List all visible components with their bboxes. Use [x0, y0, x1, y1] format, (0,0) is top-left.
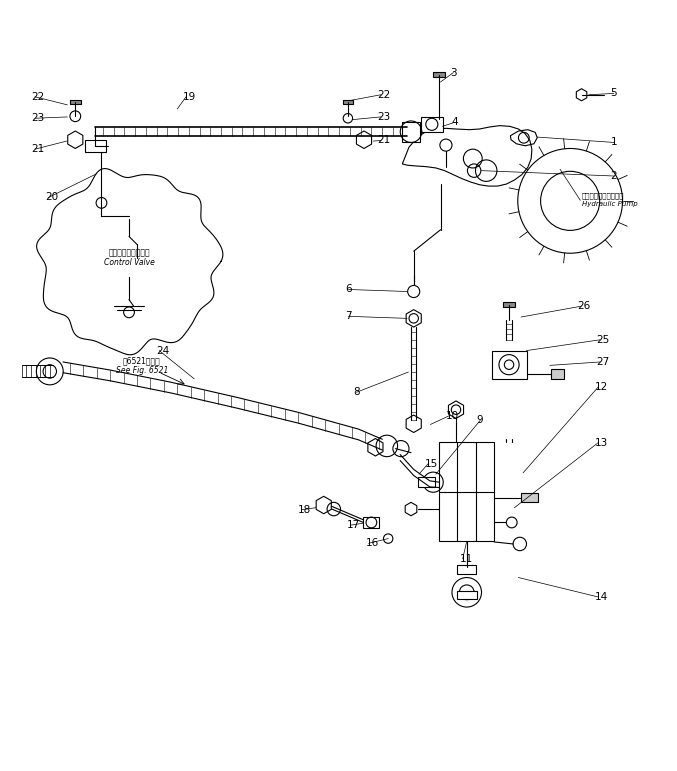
Text: 22: 22	[32, 92, 45, 102]
Text: 22: 22	[378, 89, 391, 99]
Text: 24: 24	[156, 345, 169, 355]
Text: 26: 26	[577, 301, 591, 311]
Text: 23: 23	[32, 113, 45, 123]
Bar	[433, 72, 445, 76]
Bar	[421, 117, 443, 132]
Text: 19: 19	[183, 92, 196, 102]
Text: コントロールバルブ: コントロールバルブ	[108, 249, 150, 258]
Text: 10: 10	[446, 411, 459, 421]
Bar	[458, 565, 476, 574]
Text: Hydraulic Pump: Hydraulic Pump	[582, 201, 637, 207]
Text: 7: 7	[345, 311, 352, 322]
Text: See Fig. 6521: See Fig. 6521	[116, 365, 168, 375]
Text: 5: 5	[611, 89, 617, 99]
Text: 6: 6	[345, 284, 352, 295]
Text: 第6521図参照: 第6521図参照	[123, 356, 160, 365]
Bar	[521, 493, 538, 502]
Bar	[401, 123, 420, 143]
Bar	[70, 100, 81, 104]
Bar	[550, 369, 564, 379]
Text: 20: 20	[45, 193, 58, 203]
Bar	[457, 591, 477, 599]
Text: ハイドロリックポンプ: ハイドロリックポンプ	[582, 193, 624, 200]
Text: 23: 23	[378, 112, 391, 122]
Text: 17: 17	[347, 520, 360, 530]
Bar	[439, 442, 494, 541]
Text: 21: 21	[378, 136, 391, 146]
Text: 15: 15	[424, 459, 438, 469]
Text: 3: 3	[450, 68, 456, 78]
Bar	[85, 140, 106, 152]
Bar	[492, 351, 527, 379]
Text: 25: 25	[596, 335, 609, 345]
Text: 2: 2	[611, 171, 617, 181]
Text: 21: 21	[32, 144, 45, 154]
Text: 27: 27	[596, 357, 609, 367]
Text: 14: 14	[595, 592, 608, 602]
Bar	[503, 302, 515, 307]
Text: 9: 9	[477, 416, 483, 426]
Text: 18: 18	[298, 505, 311, 515]
Text: 11: 11	[460, 554, 473, 564]
Text: 1: 1	[611, 137, 617, 147]
Text: 12: 12	[595, 382, 608, 392]
Bar	[343, 100, 353, 104]
Bar	[364, 517, 379, 528]
Text: 16: 16	[366, 538, 378, 548]
Text: 4: 4	[452, 117, 458, 127]
Bar	[418, 477, 435, 487]
Text: Control Valve: Control Valve	[104, 258, 154, 267]
Text: 13: 13	[595, 438, 608, 448]
Text: 8: 8	[353, 387, 360, 397]
